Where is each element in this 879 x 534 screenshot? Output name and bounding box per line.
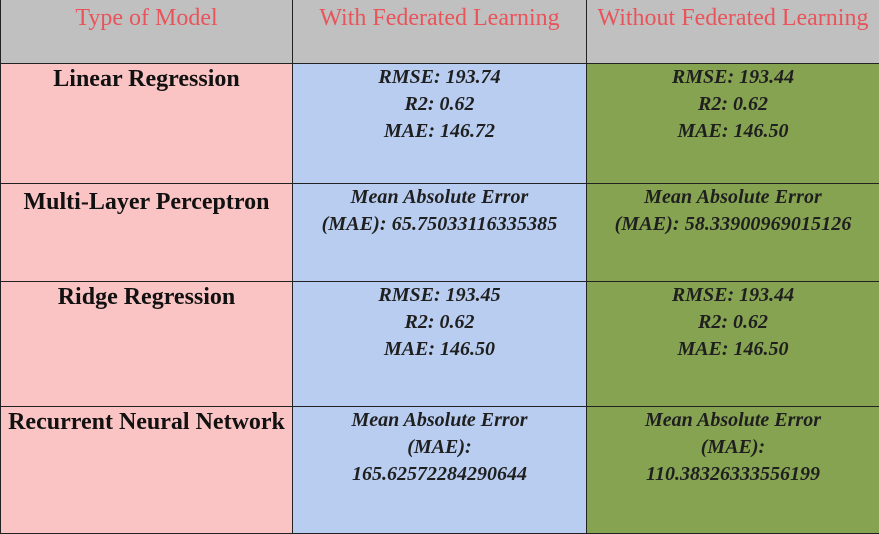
metric-line: RMSE: 193.44 bbox=[587, 282, 879, 309]
metric-line: 110.38326333556199 bbox=[587, 461, 879, 488]
metric-line: MAE: 146.50 bbox=[293, 336, 586, 363]
metric-line: (MAE): bbox=[587, 434, 879, 461]
without-fl-metrics-cell: Mean Absolute Error (MAE): 58.3390096901… bbox=[587, 183, 879, 281]
table-row: Ridge Regression RMSE: 193.45 R2: 0.62 M… bbox=[1, 281, 879, 406]
model-name-cell: Linear Regression bbox=[1, 63, 293, 183]
with-fl-metrics-cell: Mean Absolute Error (MAE): 65.7503311633… bbox=[293, 183, 587, 281]
metric-line: MAE: 146.72 bbox=[293, 118, 586, 145]
table-row: Recurrent Neural Network Mean Absolute E… bbox=[1, 406, 879, 533]
metric-line: R2: 0.62 bbox=[587, 309, 879, 336]
header-type-of-model: Type of Model bbox=[1, 0, 293, 63]
metric-line: (MAE): 65.75033116335385 bbox=[293, 211, 586, 238]
without-fl-metrics-cell: RMSE: 193.44 R2: 0.62 MAE: 146.50 bbox=[587, 63, 879, 183]
metric-line: RMSE: 193.74 bbox=[293, 64, 586, 91]
metric-line: R2: 0.62 bbox=[587, 91, 879, 118]
header-without-federated-learning: Without Federated Learning bbox=[587, 0, 879, 63]
metric-line: R2: 0.62 bbox=[293, 91, 586, 118]
table-row: Multi-Layer Perceptron Mean Absolute Err… bbox=[1, 183, 879, 281]
metric-line: Mean Absolute Error bbox=[587, 184, 879, 211]
with-fl-metrics-cell: RMSE: 193.74 R2: 0.62 MAE: 146.72 bbox=[293, 63, 587, 183]
metric-line: MAE: 146.50 bbox=[587, 336, 879, 363]
metric-line: R2: 0.62 bbox=[293, 309, 586, 336]
header-with-federated-learning: With Federated Learning bbox=[293, 0, 587, 63]
metric-line: RMSE: 193.45 bbox=[293, 282, 586, 309]
table-row: Linear Regression RMSE: 193.74 R2: 0.62 … bbox=[1, 63, 879, 183]
with-fl-metrics-cell: Mean Absolute Error (MAE): 165.625722842… bbox=[293, 406, 587, 533]
metric-line: RMSE: 193.44 bbox=[587, 64, 879, 91]
metric-line: Mean Absolute Error bbox=[587, 407, 879, 434]
header-row: Type of Model With Federated Learning Wi… bbox=[1, 0, 879, 63]
metric-line: 165.62572284290644 bbox=[293, 461, 586, 488]
without-fl-metrics-cell: RMSE: 193.44 R2: 0.62 MAE: 146.50 bbox=[587, 281, 879, 406]
metric-line: Mean Absolute Error bbox=[293, 407, 586, 434]
model-name-cell: Multi-Layer Perceptron bbox=[1, 183, 293, 281]
with-fl-metrics-cell: RMSE: 193.45 R2: 0.62 MAE: 146.50 bbox=[293, 281, 587, 406]
model-name-cell: Ridge Regression bbox=[1, 281, 293, 406]
metric-line: Mean Absolute Error bbox=[293, 184, 586, 211]
metric-line: (MAE): bbox=[293, 434, 586, 461]
metric-line: (MAE): 58.33900969015126 bbox=[587, 211, 879, 238]
model-name-cell: Recurrent Neural Network bbox=[1, 406, 293, 533]
metric-line: MAE: 146.50 bbox=[587, 118, 879, 145]
without-fl-metrics-cell: Mean Absolute Error (MAE): 110.383263335… bbox=[587, 406, 879, 533]
